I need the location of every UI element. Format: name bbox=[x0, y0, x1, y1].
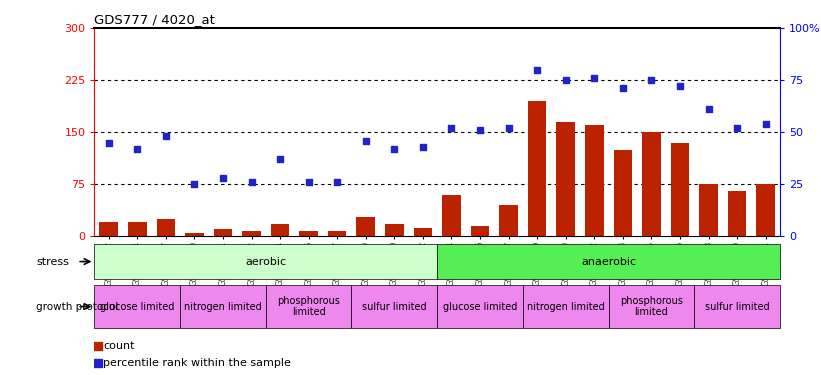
Point bbox=[673, 83, 686, 89]
Bar bbox=[613, 150, 632, 236]
Bar bbox=[699, 184, 718, 236]
Text: nitrogen limited: nitrogen limited bbox=[184, 302, 262, 312]
Text: glucose limited: glucose limited bbox=[100, 302, 174, 312]
Text: growth protocol: growth protocol bbox=[36, 302, 118, 312]
Point bbox=[502, 125, 515, 131]
Point bbox=[188, 181, 201, 187]
Bar bbox=[300, 231, 318, 236]
Bar bbox=[356, 217, 375, 236]
Point bbox=[530, 67, 544, 73]
Text: nitrogen limited: nitrogen limited bbox=[527, 302, 604, 312]
Text: aerobic: aerobic bbox=[245, 256, 287, 267]
Bar bbox=[523, 285, 608, 328]
Point bbox=[102, 140, 115, 146]
Point bbox=[759, 121, 773, 127]
Bar bbox=[157, 219, 175, 236]
Bar bbox=[438, 244, 780, 279]
Bar bbox=[385, 224, 404, 236]
Bar bbox=[756, 184, 775, 236]
Bar bbox=[528, 101, 547, 236]
Text: count: count bbox=[103, 341, 135, 351]
Point bbox=[474, 127, 487, 133]
Bar bbox=[180, 285, 266, 328]
Bar bbox=[351, 285, 438, 328]
Bar bbox=[443, 195, 461, 236]
Bar bbox=[328, 231, 346, 236]
Point bbox=[445, 125, 458, 131]
Bar bbox=[94, 244, 438, 279]
Point bbox=[131, 146, 144, 152]
Bar bbox=[438, 285, 523, 328]
Text: phosphorous
limited: phosphorous limited bbox=[620, 296, 683, 317]
Point bbox=[91, 360, 104, 366]
Bar bbox=[695, 285, 780, 328]
Point bbox=[588, 75, 601, 81]
Bar bbox=[414, 228, 432, 236]
Bar bbox=[213, 229, 232, 236]
Point bbox=[388, 146, 401, 152]
Bar bbox=[642, 132, 661, 236]
Bar bbox=[128, 222, 146, 236]
Text: anaerobic: anaerobic bbox=[581, 256, 636, 267]
Point bbox=[702, 106, 715, 112]
Text: sulfur limited: sulfur limited bbox=[704, 302, 769, 312]
Bar bbox=[470, 226, 489, 236]
Bar bbox=[608, 285, 695, 328]
Point bbox=[217, 175, 230, 181]
Point bbox=[731, 125, 744, 131]
Bar bbox=[185, 234, 204, 236]
Point bbox=[91, 343, 104, 349]
Point bbox=[245, 179, 258, 185]
Bar bbox=[557, 122, 575, 236]
Bar bbox=[94, 285, 180, 328]
Text: sulfur limited: sulfur limited bbox=[362, 302, 427, 312]
Bar bbox=[728, 191, 746, 236]
Text: percentile rank within the sample: percentile rank within the sample bbox=[103, 358, 291, 368]
Point bbox=[273, 156, 287, 162]
Point bbox=[559, 77, 572, 83]
Point bbox=[331, 179, 344, 185]
Point bbox=[617, 86, 630, 92]
Text: stress: stress bbox=[36, 256, 69, 267]
Point bbox=[302, 179, 315, 185]
Point bbox=[416, 144, 429, 150]
Text: GDS777 / 4020_at: GDS777 / 4020_at bbox=[94, 13, 215, 26]
Bar bbox=[499, 205, 518, 236]
Bar bbox=[271, 224, 289, 236]
Text: glucose limited: glucose limited bbox=[443, 302, 517, 312]
Point bbox=[159, 134, 172, 140]
Bar bbox=[99, 222, 118, 236]
Point bbox=[360, 138, 373, 144]
Point bbox=[644, 77, 658, 83]
Bar bbox=[671, 142, 690, 236]
Bar bbox=[242, 231, 261, 236]
Bar bbox=[585, 125, 603, 236]
Text: phosphorous
limited: phosphorous limited bbox=[277, 296, 340, 317]
Bar bbox=[266, 285, 351, 328]
